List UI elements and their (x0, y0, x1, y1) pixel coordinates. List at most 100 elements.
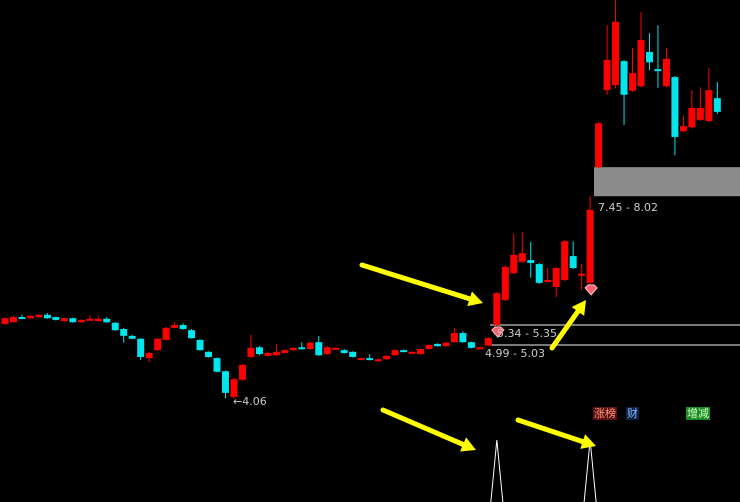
zone-label: 7.45 - 8.02 (598, 201, 658, 214)
candle-down (69, 318, 77, 323)
candle-down (433, 343, 441, 347)
candle-up (289, 347, 297, 351)
candle-down (196, 339, 204, 351)
candle-down (43, 314, 51, 319)
candle-up (60, 318, 68, 322)
yellow-arrow (380, 407, 470, 449)
candle-down (103, 318, 111, 323)
candle-down (400, 350, 408, 353)
candle-up (561, 241, 569, 281)
candle-down (188, 330, 196, 339)
candle-up (408, 351, 416, 354)
candle-down (221, 371, 229, 393)
candle-up (86, 318, 94, 321)
candle-up (586, 209, 594, 283)
candle-down (205, 351, 213, 357)
candle-down (459, 333, 467, 343)
candle-up (518, 253, 526, 262)
tag-limit-up-list[interactable]: 涨榜 (593, 407, 617, 420)
candle-up (442, 342, 450, 347)
candle-down (527, 260, 535, 263)
candle-down (645, 52, 653, 63)
level-label-upper: 5.34 - 5.35 (497, 327, 557, 340)
candle-up (171, 325, 179, 328)
candle-up (425, 345, 433, 349)
price-zone (594, 167, 740, 197)
candle-up (332, 347, 340, 350)
candle-up (35, 314, 43, 318)
candle-up (230, 379, 238, 397)
candle-down (213, 358, 221, 372)
candle-down (137, 338, 145, 357)
arrow-head-icon (460, 437, 476, 452)
candle-up (94, 318, 102, 322)
candle-up (272, 351, 280, 356)
candle-down (111, 322, 119, 331)
candle-down (340, 350, 348, 353)
candle-up (383, 355, 391, 360)
candle-up (77, 319, 85, 323)
candle-up (264, 352, 272, 356)
candle-up (450, 333, 458, 343)
candle-down (366, 358, 374, 361)
candle-up (679, 126, 687, 132)
candle-down (315, 342, 323, 356)
candle-down (255, 347, 263, 355)
candle-up (705, 90, 713, 121)
candle-down (671, 77, 679, 137)
candle-up (578, 273, 586, 276)
arrow-head-icon (580, 434, 596, 449)
candle-down (120, 329, 128, 336)
yellow-arrow (359, 262, 476, 303)
candle-up (493, 293, 501, 326)
candle-up (145, 352, 153, 359)
candle-up (484, 338, 492, 346)
candle-up (1, 318, 9, 324)
level-label-lower: 4.99 - 5.03 (485, 347, 545, 360)
candle-up (281, 350, 289, 353)
candle-up (357, 358, 365, 361)
arrow-head-icon (571, 300, 586, 316)
candle-up (476, 347, 484, 350)
candle-up (510, 254, 518, 274)
candle-up (306, 342, 314, 349)
candle-up (374, 359, 382, 362)
candle-up (552, 268, 560, 287)
candle-down (654, 69, 662, 72)
candle-up (612, 21, 620, 86)
candle-down (713, 98, 721, 112)
candle-up (688, 107, 696, 128)
candle-up (238, 364, 246, 380)
tag-increase-decrease[interactable]: 增减 (686, 407, 710, 420)
candle-up (696, 107, 704, 120)
candle-down (179, 325, 187, 330)
candle-up (501, 266, 509, 300)
candle-up (637, 40, 645, 87)
diamond-icon (584, 284, 598, 296)
candle-down (620, 61, 628, 95)
signal-spike (490, 439, 504, 502)
candle-up (9, 317, 17, 323)
signal-spike (583, 439, 597, 502)
candle-down (298, 347, 306, 350)
candle-down (569, 256, 577, 269)
candle-up (26, 315, 34, 319)
candle-up (417, 348, 425, 355)
candle-up (629, 73, 637, 91)
yellow-arrow (515, 417, 590, 446)
yellow-arrow (549, 305, 583, 351)
candle-down (467, 342, 475, 348)
candle-down (349, 351, 357, 357)
candle-up (595, 123, 603, 168)
candle-down (52, 317, 60, 320)
candle-up (154, 338, 162, 351)
candle-down (18, 317, 26, 320)
candle-up (247, 347, 255, 357)
low-price-label: ←4.06 (233, 395, 267, 408)
candle-up (662, 58, 670, 87)
arrow-head-icon (467, 291, 483, 307)
tag-finance[interactable]: 财 (626, 407, 639, 420)
candle-down (535, 264, 543, 283)
